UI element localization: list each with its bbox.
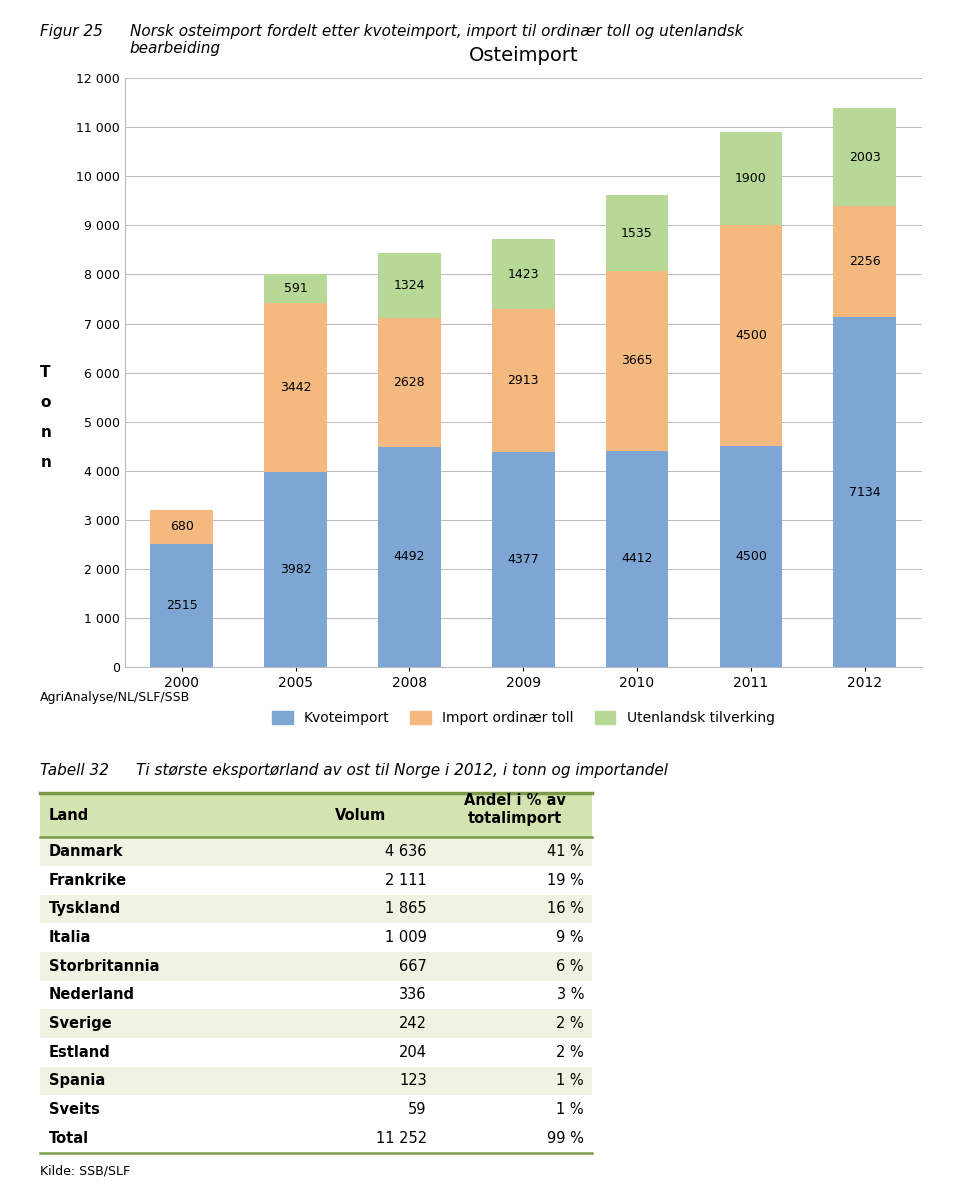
Bar (720, 132, 782, 226)
Text: 2515: 2515 (166, 599, 198, 612)
Text: Tabell 32: Tabell 32 (40, 763, 109, 778)
Text: 2003: 2003 (849, 150, 880, 163)
Text: 1 %: 1 % (557, 1073, 584, 1089)
Text: 1535: 1535 (621, 226, 653, 239)
Text: n: n (40, 426, 51, 440)
Text: 6 %: 6 % (557, 959, 584, 974)
Bar (151, 511, 213, 543)
Bar (40, 1010, 592, 1039)
Text: Tyskland: Tyskland (49, 902, 121, 916)
Text: 123: 123 (399, 1073, 426, 1089)
Text: 59: 59 (408, 1102, 426, 1117)
Text: Frankrike: Frankrike (49, 873, 127, 888)
Text: 3442: 3442 (279, 381, 311, 394)
Bar (833, 317, 896, 667)
Bar (492, 239, 555, 309)
Bar (264, 471, 326, 667)
Text: 4412: 4412 (621, 553, 653, 565)
Bar (720, 225, 782, 446)
Bar (378, 447, 441, 667)
Text: 11 252: 11 252 (375, 1131, 426, 1146)
Bar (720, 446, 782, 667)
Text: o: o (40, 395, 51, 410)
Text: 4377: 4377 (507, 553, 540, 566)
Text: Kilde: SSB/SLF: Kilde: SSB/SLF (40, 1164, 131, 1177)
Text: Ti største eksportørland av ost til Norge i 2012, i tonn og importandel: Ti største eksportørland av ost til Norg… (136, 763, 668, 778)
Bar (378, 317, 441, 447)
Text: Italia: Italia (49, 930, 91, 945)
Text: Sveits: Sveits (49, 1102, 100, 1117)
Text: Storbritannia: Storbritannia (49, 959, 159, 974)
Text: Figur 25: Figur 25 (40, 24, 103, 38)
Text: 2 %: 2 % (556, 1016, 584, 1031)
Text: 336: 336 (399, 988, 426, 1002)
Text: 591: 591 (283, 281, 307, 294)
Bar (264, 303, 326, 471)
Text: 4492: 4492 (394, 551, 425, 564)
Text: 2 %: 2 % (556, 1045, 584, 1060)
Text: 4500: 4500 (735, 551, 767, 564)
Text: Total: Total (49, 1131, 88, 1146)
Text: 1 009: 1 009 (385, 930, 426, 945)
Text: n: n (40, 456, 51, 470)
Text: Sverige: Sverige (49, 1016, 111, 1031)
Text: 680: 680 (170, 520, 194, 534)
Bar (40, 894, 592, 923)
Bar (606, 270, 668, 451)
Text: 3 %: 3 % (557, 988, 584, 1002)
Text: 99 %: 99 % (547, 1131, 584, 1146)
Bar (40, 1066, 592, 1095)
Text: 2 111: 2 111 (385, 873, 426, 888)
Bar (833, 108, 896, 207)
Text: 3982: 3982 (279, 563, 311, 576)
Text: Danmark: Danmark (49, 844, 123, 859)
Bar (492, 452, 555, 667)
Text: Nederland: Nederland (49, 988, 134, 1002)
Text: 667: 667 (398, 959, 426, 974)
Bar (40, 793, 592, 838)
Text: T: T (40, 365, 51, 380)
Bar (151, 543, 213, 667)
Text: 9 %: 9 % (557, 930, 584, 945)
Text: Land: Land (49, 808, 89, 823)
Text: 2256: 2256 (849, 255, 880, 268)
Text: 7134: 7134 (849, 486, 880, 499)
Text: Estland: Estland (49, 1045, 110, 1060)
Text: 16 %: 16 % (547, 902, 584, 916)
Bar (492, 309, 555, 452)
Text: 1423: 1423 (508, 268, 539, 281)
Text: 1900: 1900 (735, 172, 767, 185)
Text: 1324: 1324 (394, 279, 425, 292)
Text: 3665: 3665 (621, 355, 653, 367)
Text: Andel i % av
totalimport: Andel i % av totalimport (464, 793, 566, 826)
Bar (833, 207, 896, 317)
Text: AgriAnalyse/NL/SLF/SSB: AgriAnalyse/NL/SLF/SSB (40, 691, 191, 704)
Text: 4 636: 4 636 (385, 844, 426, 859)
Text: 2913: 2913 (508, 374, 539, 387)
Bar (606, 451, 668, 667)
Bar (264, 274, 326, 303)
Text: 242: 242 (398, 1016, 426, 1031)
Text: 41 %: 41 % (547, 844, 584, 859)
Text: 1 865: 1 865 (385, 902, 426, 916)
Text: Volum: Volum (335, 808, 386, 823)
Bar (378, 252, 441, 317)
Text: 2628: 2628 (394, 376, 425, 388)
Legend: Kvoteimport, Import ordinær toll, Utenlandsk tilverking: Kvoteimport, Import ordinær toll, Utenla… (266, 706, 780, 731)
Bar (40, 952, 592, 981)
Text: Norsk osteimport fordelt etter kvoteimport, import til ordinær toll og utenlands: Norsk osteimport fordelt etter kvoteimpo… (130, 24, 743, 56)
Text: 4500: 4500 (735, 329, 767, 343)
Text: 204: 204 (398, 1045, 426, 1060)
Text: 19 %: 19 % (547, 873, 584, 888)
Text: 1 %: 1 % (557, 1102, 584, 1117)
Text: Spania: Spania (49, 1073, 105, 1089)
Title: Osteimport: Osteimport (468, 47, 578, 65)
Bar (40, 838, 592, 865)
Bar (606, 196, 668, 270)
